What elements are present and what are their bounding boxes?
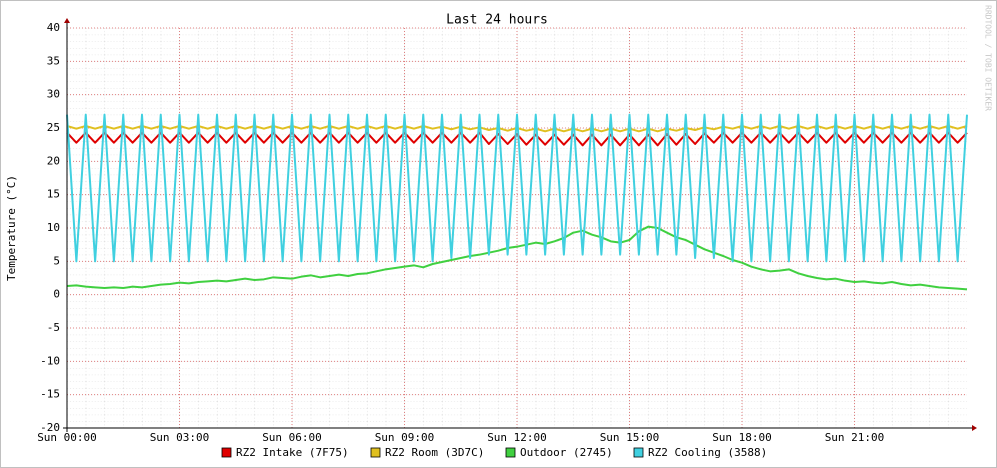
y-axis-label: Temperature (°C)	[5, 175, 18, 281]
x-tick-label: Sun 00:00	[37, 431, 97, 444]
series-line	[66, 131, 968, 147]
y-tick-label: 10	[47, 221, 60, 234]
series-line	[66, 225, 968, 291]
y-tick-label: 5	[53, 254, 60, 267]
y-tick-label: 35	[47, 54, 60, 67]
y-tick-label: -5	[47, 321, 60, 334]
y-tick-label: 0	[53, 288, 60, 301]
legend-swatch	[505, 447, 516, 458]
y-arrow	[64, 18, 70, 23]
legend-swatch	[370, 447, 381, 458]
x-tick-label: Sun 03:00	[150, 431, 210, 444]
x-arrow	[972, 425, 977, 431]
x-tick-label: Sun 18:00	[712, 431, 772, 444]
y-tick-label: -20	[40, 421, 60, 434]
watermark: RRDTOOL / TOBI OETIKER	[984, 5, 993, 111]
x-tick-label: Sun 09:00	[375, 431, 435, 444]
legend-label: RZ2 Cooling (3588)	[648, 446, 767, 459]
y-tick-label: 25	[47, 121, 60, 134]
y-tick-label: 30	[47, 88, 60, 101]
y-tick-label: 20	[47, 154, 60, 167]
legend-label: Outdoor (2745)	[520, 446, 613, 459]
chart-title: Last 24 hours	[446, 13, 548, 28]
legend-label: RZ2 Intake (7F75)	[236, 446, 349, 459]
x-tick-label: Sun 12:00	[487, 431, 547, 444]
y-tick-label: 15	[47, 188, 60, 201]
legend-swatch	[221, 447, 232, 458]
y-tick-label: -15	[40, 388, 60, 401]
y-tick-label: -10	[40, 354, 60, 367]
x-tick-label: Sun 21:00	[825, 431, 885, 444]
x-tick-label: Sun 06:00	[262, 431, 322, 444]
legend-swatch	[633, 447, 644, 458]
series-line	[66, 113, 968, 263]
y-tick-label: 40	[47, 21, 60, 34]
legend-label: RZ2 Room (3D7C)	[385, 446, 484, 459]
x-tick-label: Sun 15:00	[600, 431, 660, 444]
